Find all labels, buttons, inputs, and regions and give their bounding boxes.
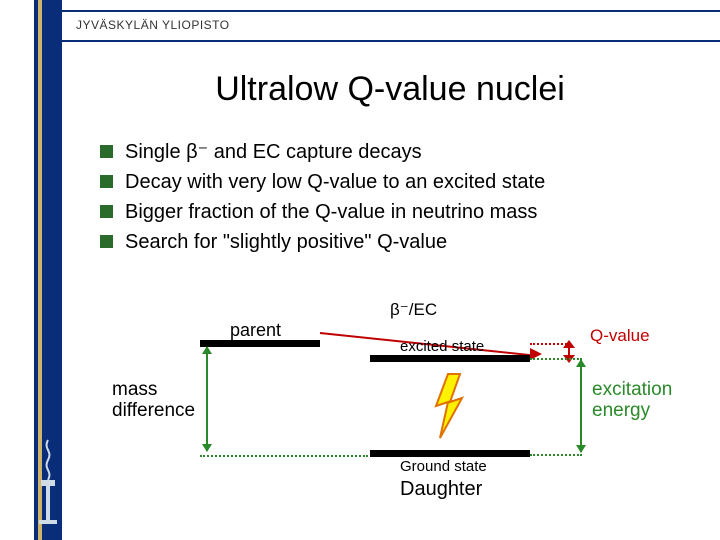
bullet-text: Decay with very low Q-value to an excite… bbox=[125, 168, 545, 196]
excited-label: excited state bbox=[400, 338, 484, 355]
ground-label: Ground state bbox=[400, 458, 487, 475]
q-value-label: Q-value bbox=[590, 326, 650, 346]
slide: JYVÄSKYLÄN YLIOPISTO Ultralow Q-value nu… bbox=[0, 0, 720, 540]
ground-level bbox=[370, 450, 530, 457]
bullet-square-icon bbox=[100, 145, 113, 158]
bullet-square-icon bbox=[100, 235, 113, 248]
parent-label: parent bbox=[230, 320, 281, 341]
mass-diff-arrow bbox=[206, 347, 208, 451]
bullet-item: Decay with very low Q-value to an excite… bbox=[100, 168, 680, 196]
bullet-item: Bigger fraction of the Q-value in neutri… bbox=[100, 198, 680, 226]
excitation-energy-arrow bbox=[580, 360, 582, 452]
bullet-text: Bigger fraction of the Q-value in neutri… bbox=[125, 198, 537, 226]
institution-label: JYVÄSKYLÄN YLIOPISTO bbox=[76, 18, 230, 32]
header-rule-top bbox=[62, 10, 720, 12]
bullet-item: Search for "slightly positive" Q-value bbox=[100, 228, 680, 256]
header-rule-bottom bbox=[62, 40, 720, 42]
lightning-bolt-icon bbox=[430, 372, 470, 447]
bullet-text: Search for "slightly positive" Q-value bbox=[125, 228, 447, 256]
parent-level bbox=[200, 340, 320, 347]
dotted-guide-exc-top bbox=[530, 358, 582, 360]
energy-level-diagram: β⁻/EC parent excited state Ground state … bbox=[100, 300, 660, 500]
mass-diff-label: mass difference bbox=[112, 380, 195, 422]
bullet-square-icon bbox=[100, 205, 113, 218]
decay-mode-label: β⁻/EC bbox=[390, 300, 437, 320]
bullet-text: Single β⁻ and EC capture decays bbox=[125, 138, 422, 166]
dotted-guide-bottom-left bbox=[200, 455, 368, 457]
torch-logo bbox=[34, 436, 62, 526]
bullet-item: Single β⁻ and EC capture decays bbox=[100, 138, 680, 166]
daughter-label: Daughter bbox=[400, 478, 482, 501]
q-arrow-up-icon bbox=[563, 340, 575, 348]
excited-level bbox=[370, 355, 530, 362]
dotted-guide-exc-bottom bbox=[530, 454, 582, 456]
slide-title: Ultralow Q-value nuclei bbox=[100, 70, 680, 109]
excitation-energy-label: excitation energy bbox=[592, 380, 672, 422]
bullet-square-icon bbox=[100, 175, 113, 188]
bullet-list: Single β⁻ and EC capture decays Decay wi… bbox=[100, 138, 680, 258]
